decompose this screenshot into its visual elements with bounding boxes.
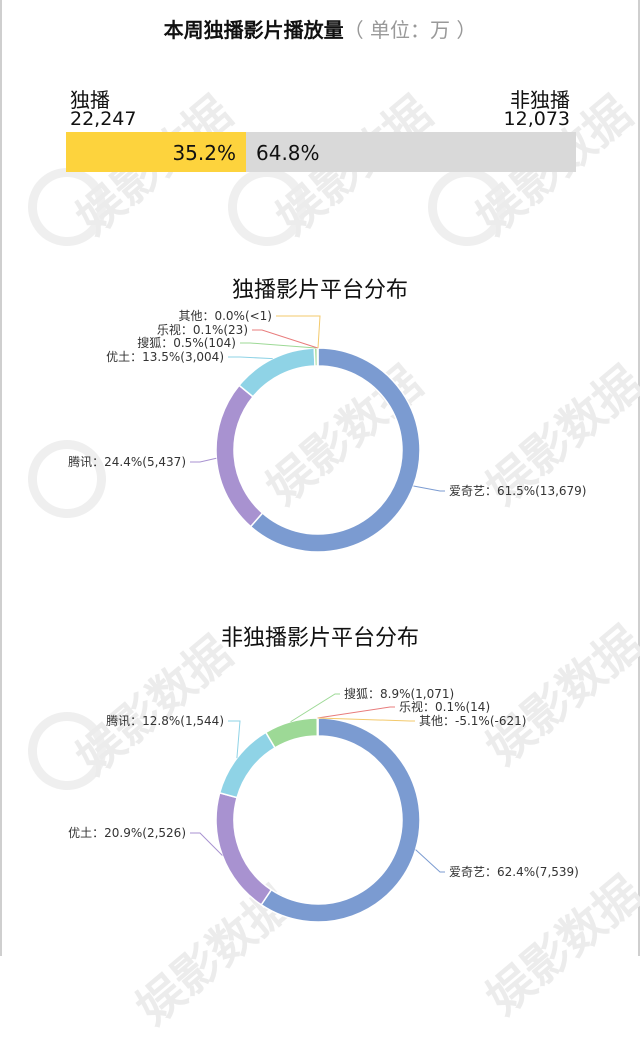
pie-nonexclusive: 爱奇艺：62.4%(7,539) 优土：20.9%(2,526) 腾讯：12.8%(… bbox=[68, 686, 579, 923]
pie-slice-label: 其他：0.0%(<1) bbox=[178, 309, 272, 323]
pie-slice-优土 bbox=[238, 347, 316, 398]
pie-slice-乐视 bbox=[316, 717, 319, 737]
nonexclusive-label: 非独播 bbox=[510, 88, 570, 112]
frame-left-border bbox=[0, 0, 2, 956]
nonexclusive-value: 12,073 bbox=[503, 108, 570, 130]
exclusive-pct-label: 35.2% bbox=[172, 141, 236, 165]
pie-slice-优土 bbox=[215, 791, 273, 906]
pie-exclusive: 爱奇艺：61.5%(13,679) 腾讯：24.4%(5,437) 优土：13.5%… bbox=[68, 309, 586, 553]
pie-slice-label: 搜狐：0.5%(104) bbox=[137, 335, 236, 350]
pie-leader-line bbox=[415, 849, 445, 873]
pie-slice-label: 乐视：0.1%(23) bbox=[157, 322, 248, 337]
pie-slice-腾讯 bbox=[215, 384, 264, 528]
pie-leader-line bbox=[228, 720, 241, 759]
share-bar: 35.2% 64.8% bbox=[66, 132, 576, 172]
share-bar-exclusive bbox=[66, 132, 246, 172]
pie-slice-label: 腾讯：12.8%(1,544) bbox=[106, 713, 224, 728]
pie-leader-line bbox=[240, 342, 316, 349]
pie-slice-label: 优土：13.5%(3,004) bbox=[106, 350, 224, 364]
pie-slice-爱奇艺 bbox=[260, 717, 421, 923]
pie-leader-line bbox=[317, 706, 395, 719]
pie-slice-label: 腾讯：24.4%(5,437) bbox=[68, 454, 186, 469]
pie-nonexclusive-title: 非独播影片平台分布 bbox=[220, 626, 419, 651]
pie-slice-搜狐 bbox=[264, 717, 319, 749]
pie-leader-line bbox=[317, 717, 415, 722]
pie-leader-line bbox=[228, 356, 273, 360]
pie-slice-乐视 bbox=[316, 347, 319, 367]
pie-slice-label: 乐视：0.1%(14) bbox=[399, 699, 490, 714]
pie-leader-line bbox=[290, 693, 340, 723]
pie-exclusive-title: 独播影片平台分布 bbox=[231, 278, 408, 303]
exclusive-label: 独播 bbox=[70, 88, 110, 112]
exclusive-value: 22,247 bbox=[70, 108, 137, 130]
frame-right-border bbox=[638, 0, 640, 956]
pie-slice-label: 搜狐：8.9%(1,071) bbox=[344, 686, 454, 701]
pie-leader-line bbox=[276, 315, 321, 349]
pie-slice-label: 爱奇艺：61.5%(13,679) bbox=[449, 484, 586, 498]
nonexclusive-pct-label: 64.8% bbox=[256, 141, 320, 165]
title-text: 本周独播影片播放量 bbox=[163, 18, 344, 42]
pie-leader-line bbox=[190, 457, 217, 463]
pie-slice-label: 其他：-5.1%(-621) bbox=[419, 714, 526, 728]
pie-leader-line bbox=[252, 329, 318, 349]
pie-leader-line bbox=[190, 832, 223, 856]
pie-leader-line bbox=[413, 485, 445, 492]
pie-slice-腾讯 bbox=[218, 731, 277, 799]
pie-slice-label: 优土：20.9%(2,526) bbox=[68, 826, 186, 840]
page-title: 本周独播影片播放量（ 单位：万 ） bbox=[0, 14, 640, 43]
title-unit: （ 单位：万 ） bbox=[343, 18, 477, 42]
pie-slice-爱奇艺 bbox=[249, 347, 421, 553]
pie-slice-label: 爱奇艺：62.4%(7,539) bbox=[449, 865, 579, 879]
